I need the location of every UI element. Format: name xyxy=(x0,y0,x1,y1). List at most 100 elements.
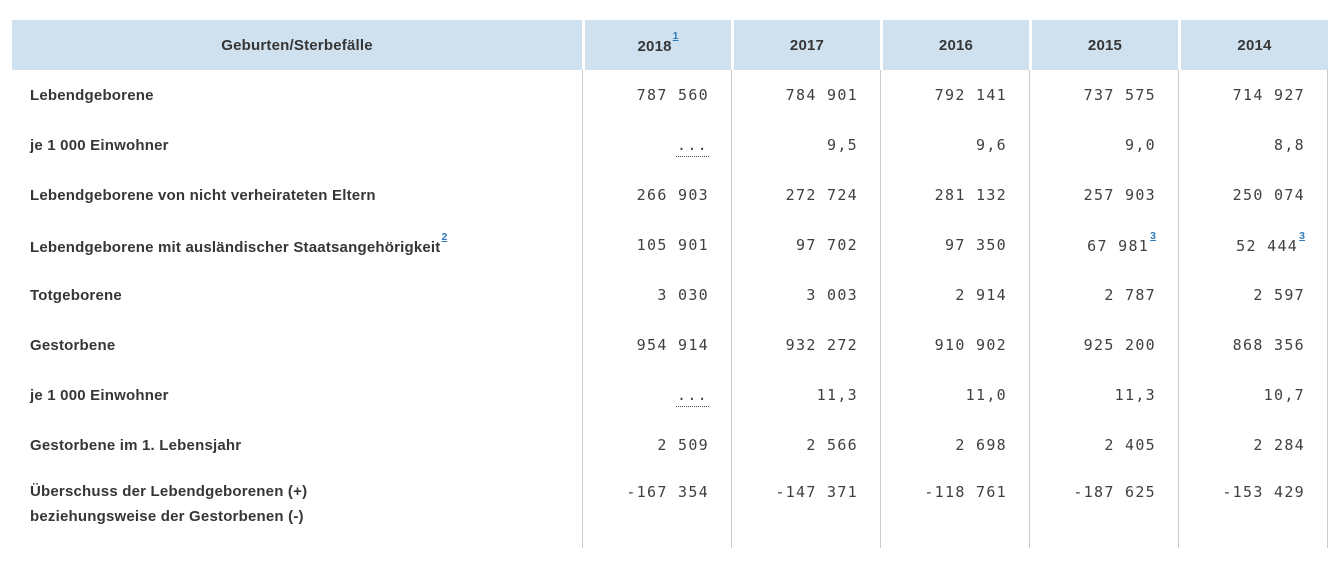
row-label: Lebendgeborene xyxy=(12,70,582,120)
value-text: 2 914 xyxy=(955,286,1007,304)
row-label-text: Lebendgeborene xyxy=(30,86,154,104)
tooltip-ellipsis[interactable]: ... xyxy=(676,386,709,407)
births-deaths-table: Geburten/Sterbefälle 20181 2017 2016 2015 20… xyxy=(12,20,1328,548)
row-label-text: Gestorbene im 1. Lebensjahr xyxy=(30,436,242,454)
value-cell: 787 560 xyxy=(582,70,731,120)
row-label-text: Totgeborene xyxy=(30,286,122,304)
value-cell: 792 141 xyxy=(880,70,1029,120)
data-table: Geburten/Sterbefälle 20181 2017 2016 2015 20… xyxy=(12,20,1328,548)
value-text: 9,6 xyxy=(976,136,1007,154)
value-text: 932 272 xyxy=(785,336,858,354)
value-text: 97 702 xyxy=(796,236,858,254)
value-text: 2 509 xyxy=(657,436,709,454)
value-text: 250 074 xyxy=(1232,186,1305,204)
value-text: 9,5 xyxy=(827,136,858,154)
value-cell: 8,8 xyxy=(1178,120,1328,170)
value-text: 3 003 xyxy=(806,286,858,304)
value-cell: 2 698 xyxy=(880,420,1029,470)
row-label: Totgeborene xyxy=(12,270,582,320)
row-label: Gestorbene im 1. Lebensjahr xyxy=(12,420,582,470)
footnote-link[interactable]: 1 xyxy=(672,29,679,42)
value-text: 67 981 xyxy=(1087,236,1150,255)
table-body: Lebendgeborene 787 560 784 901 792 141 737 5… xyxy=(12,70,1328,548)
value-text: -153 429 xyxy=(1222,483,1305,501)
value-cell: 272 724 xyxy=(731,170,880,220)
value-cell: 932 272 xyxy=(731,320,880,370)
table-row: Lebendgeborene von nicht verheirateten E… xyxy=(12,170,1328,220)
value-text: 3 030 xyxy=(657,286,709,304)
tooltip-ellipsis[interactable]: ... xyxy=(676,136,709,157)
value-cell: 281 132 xyxy=(880,170,1029,220)
footnote-link[interactable]: 3 xyxy=(1150,229,1156,242)
year-label: 2017 xyxy=(789,36,825,54)
value-cell: 11,3 xyxy=(1029,370,1178,420)
row-label-text: Lebendgeborene mit ausländischer Staatsa… xyxy=(30,238,441,256)
value-cell: 10,7 xyxy=(1178,370,1328,420)
row-label-text: Lebendgeborene von nicht verheirateten E… xyxy=(30,186,376,204)
value-text: -147 371 xyxy=(775,483,858,501)
value-cell: 2 566 xyxy=(731,420,880,470)
value-cell: -187 625 xyxy=(1029,470,1178,548)
table-row: Lebendgeborene 787 560 784 901 792 141 737 5… xyxy=(12,70,1328,120)
value-text: 737 575 xyxy=(1083,86,1156,104)
value-text: 925 200 xyxy=(1083,336,1156,354)
value-cell: 2 914 xyxy=(880,270,1029,320)
value-text: 2 597 xyxy=(1253,286,1305,304)
table-row: Totgeborene 3 030 3 003 2 914 2 787 2 597 xyxy=(12,270,1328,320)
value-cell: 2 284 xyxy=(1178,420,1328,470)
value-cell: 784 901 xyxy=(731,70,880,120)
table-row: Gestorbene 954 914 932 272 910 902 925 200 86… xyxy=(12,320,1328,370)
value-cell: 3 003 xyxy=(731,270,880,320)
table-row: je 1 000 Einwohner... 9,5 9,6 9,0 8,8 xyxy=(12,120,1328,170)
row-label: Gestorbene xyxy=(12,320,582,370)
value-text: 792 141 xyxy=(934,86,1007,104)
value-text: 97 350 xyxy=(945,236,1007,254)
value-cell: 910 902 xyxy=(880,320,1029,370)
value-text: 2 787 xyxy=(1104,286,1156,304)
value-text: 2 566 xyxy=(806,436,858,454)
row-label-text: Gestorbene xyxy=(30,336,116,354)
value-text: 266 903 xyxy=(636,186,709,204)
value-cell: 9,0 xyxy=(1029,120,1178,170)
value-cell: 954 914 xyxy=(582,320,731,370)
value-text: 714 927 xyxy=(1232,86,1305,104)
row-label-text: je 1 000 Einwohner xyxy=(30,386,169,404)
value-text: 9,0 xyxy=(1125,136,1156,154)
row-label: Lebendgeborene von nicht verheirateten E… xyxy=(12,170,582,220)
value-cell: 2 405 xyxy=(1029,420,1178,470)
corner-header: Geburten/Sterbefälle xyxy=(12,20,582,70)
value-cell: 2 787 xyxy=(1029,270,1178,320)
year-header-2014: 2014 xyxy=(1178,20,1328,70)
value-cell: 67 9813 xyxy=(1029,220,1178,270)
value-cell: -167 354 xyxy=(582,470,731,548)
footnote-link[interactable]: 3 xyxy=(1299,229,1305,242)
row-label: je 1 000 Einwohner xyxy=(12,120,582,170)
value-cell: 3 030 xyxy=(582,270,731,320)
value-text: 11,3 xyxy=(816,386,858,404)
value-cell: 868 356 xyxy=(1178,320,1328,370)
value-text: 105 901 xyxy=(636,236,709,254)
row-label-text-line2: beziehungsweise der Gestorbenen (-) xyxy=(30,508,304,525)
value-cell: ... xyxy=(582,120,731,170)
value-text: 11,3 xyxy=(1114,386,1156,404)
value-cell: 105 901 xyxy=(582,220,731,270)
footnote-link[interactable]: 2 xyxy=(441,230,448,243)
value-text: 910 902 xyxy=(934,336,1007,354)
row-label-text: Überschuss der Lebendgeborenen (+) xyxy=(30,483,308,500)
value-cell: ... xyxy=(582,370,731,420)
value-cell: 52 4443 xyxy=(1178,220,1328,270)
year-header-2018: 20181 xyxy=(582,20,731,70)
value-cell: 737 575 xyxy=(1029,70,1178,120)
value-text: 8,8 xyxy=(1274,136,1305,154)
year-header-2017: 2017 xyxy=(731,20,880,70)
table-row: Überschuss der Lebendgeborenen (+) bezieh… xyxy=(12,470,1328,548)
row-label: je 1 000 Einwohner xyxy=(12,370,582,420)
table-row: Gestorbene im 1. Lebensjahr 2 509 2 566 2 6… xyxy=(12,420,1328,470)
value-text: 257 903 xyxy=(1083,186,1156,204)
value-cell: -147 371 xyxy=(731,470,880,548)
value-cell: 257 903 xyxy=(1029,170,1178,220)
value-text: 11,0 xyxy=(965,386,1007,404)
table-header-row: Geburten/Sterbefälle 20181 2017 2016 2015 20… xyxy=(12,20,1328,70)
value-cell: 250 074 xyxy=(1178,170,1328,220)
value-text: 2 284 xyxy=(1253,436,1305,454)
